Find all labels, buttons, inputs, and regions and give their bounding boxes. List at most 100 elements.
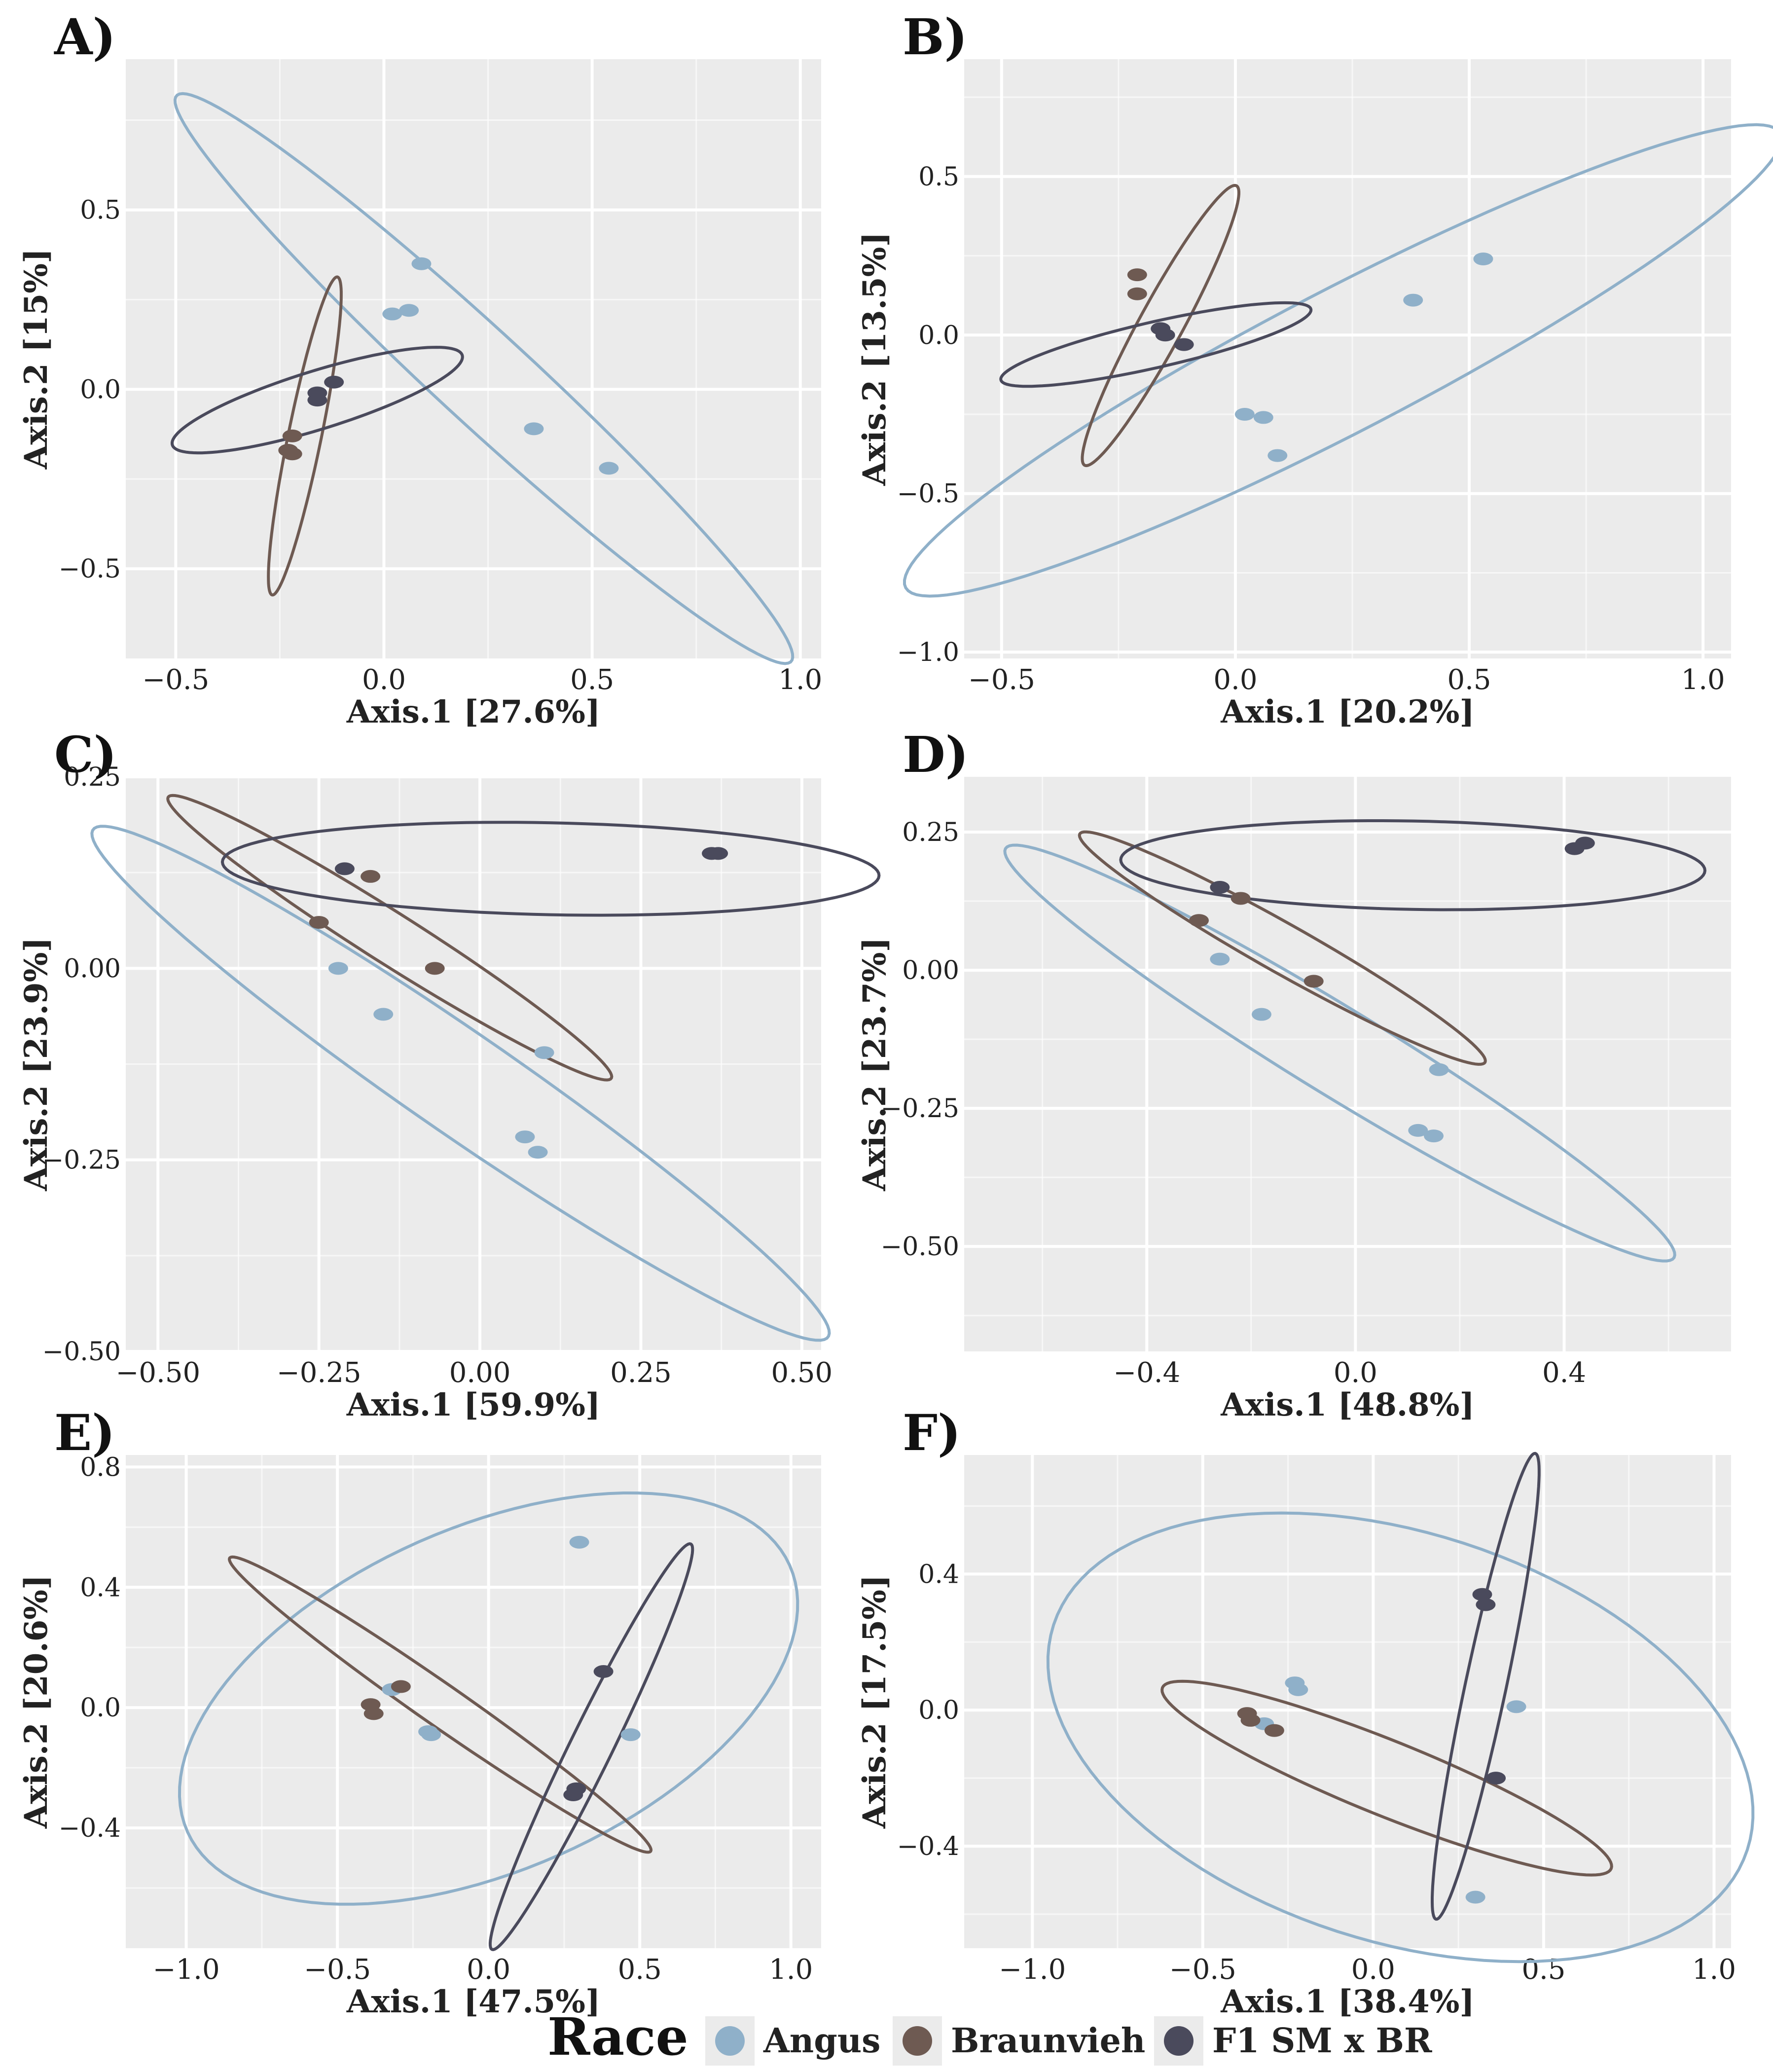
x-tick-label: 0.0 <box>1334 1357 1377 1389</box>
x-tick-label: 0.00 <box>449 1357 511 1389</box>
legend-label-f1: F1 SM x BR <box>1212 2021 1432 2061</box>
ellipse-angus <box>173 92 795 665</box>
legend-dot-f1-icon <box>1164 2026 1194 2056</box>
x-axis-title: Axis.1 [47.5%] <box>346 1983 601 2020</box>
y-tick-label: −0.4 <box>897 1832 959 1861</box>
point-angus <box>528 1146 548 1159</box>
x-tick-label: −0.25 <box>277 1357 362 1389</box>
point-braunvieh <box>1240 1713 1261 1727</box>
y-axis-title: Axis.2 [15%] <box>18 249 55 470</box>
legend: Race Angus Braunvieh F1 SM x BR <box>547 2011 1435 2066</box>
panel-label: C) <box>54 726 117 784</box>
y-tick-label: −0.5 <box>59 554 121 584</box>
y-axis-title: Axis.2 [20.6%] <box>18 1575 55 1829</box>
x-tick-label: −0.5 <box>1169 1954 1236 1986</box>
ellipse-braunvieh <box>1078 830 1487 1066</box>
x-axis-title: Axis.1 [20.2%] <box>1220 693 1475 730</box>
plot-background <box>964 777 1731 1351</box>
point-angus <box>1473 253 1493 265</box>
x-tick-label: 0.5 <box>1447 664 1491 696</box>
ellipse-f1-sm-x-br <box>1119 819 1707 911</box>
x-tick-label: 0.5 <box>570 664 614 696</box>
ellipse-braunvieh <box>1160 1679 1613 1877</box>
legend-label-angus: Angus <box>763 2021 881 2061</box>
ellipse-braunvieh <box>227 1555 653 1854</box>
x-tick-label: 0.0 <box>1351 1954 1395 1986</box>
point-angus <box>1429 1063 1449 1076</box>
x-tick-label: 0.5 <box>618 1954 662 1986</box>
point-angus <box>1210 952 1230 966</box>
y-axis-title: Axis.2 [13.5%] <box>856 232 893 486</box>
point-angus <box>1253 411 1273 424</box>
point-f1-sm-x-br <box>593 1665 614 1678</box>
panel-label: D) <box>903 726 969 784</box>
y-tick-label: 0.4 <box>80 1573 121 1602</box>
plot-background <box>964 1455 1731 1948</box>
y-tick-label: 0.25 <box>902 818 959 847</box>
panel-label: B) <box>903 8 968 66</box>
point-braunvieh <box>425 962 445 975</box>
ellipse-f1-sm-x-br <box>488 1542 694 1951</box>
legend-key-f1 <box>1154 2016 1203 2066</box>
point-angus <box>421 1728 441 1742</box>
y-tick-label: 0.4 <box>918 1560 959 1589</box>
x-axis-title: Axis.1 [48.8%] <box>1220 1386 1475 1423</box>
y-tick-label: −0.4 <box>59 1814 121 1843</box>
x-axis-title: Axis.1 [38.4%] <box>1220 1983 1475 2020</box>
point-f1-sm-x-br <box>1155 328 1175 342</box>
point-braunvieh <box>1189 914 1209 927</box>
panel-4: −0.4 0.0 0.4 −0.50 −0.25 0.00 0.25 Axis.1 [48.8… <box>856 726 1731 1423</box>
x-axis-title: Axis.1 [27.6%] <box>346 693 601 730</box>
legend-key-braunvieh <box>893 2016 942 2066</box>
x-tick-label: −0.4 <box>1113 1357 1180 1389</box>
point-f1-sm-x-br <box>324 375 344 389</box>
point-angus <box>1251 1008 1271 1021</box>
legend-label-braunvieh: Braunvieh <box>951 2021 1146 2061</box>
x-axis-title: Axis.1 [59.9%] <box>346 1386 601 1423</box>
legend-dot-angus-icon <box>715 2026 745 2056</box>
ellipse-f1-sm-x-br <box>999 301 1313 388</box>
y-axis-title: Axis.2 [23.7%] <box>856 937 893 1192</box>
legend-key-angus <box>705 2016 755 2066</box>
panel-5: −1.0 −0.5 0.0 0.5 1.0 −0.4 0.0 0.4 0.8 Axis.1 [47… <box>18 1404 821 2020</box>
point-braunvieh <box>1264 1724 1284 1737</box>
point-braunvieh <box>1127 268 1147 282</box>
ellipse-angus <box>90 825 831 1342</box>
y-tick-label: 0.5 <box>80 196 121 225</box>
x-tick-label: 1.0 <box>769 1954 813 1986</box>
ellipse-braunvieh <box>267 275 343 597</box>
point-angus <box>534 1046 554 1059</box>
point-braunvieh <box>363 1707 384 1720</box>
x-tick-label: −0.5 <box>142 664 209 696</box>
x-tick-label: 0.0 <box>1213 664 1257 696</box>
y-tick-label: 0.0 <box>918 321 959 350</box>
plot-background <box>126 59 821 658</box>
ellipse-f1-sm-x-br <box>1431 1452 1541 1921</box>
point-f1-sm-x-br <box>334 862 355 875</box>
point-angus <box>599 462 619 475</box>
y-tick-label: 0.0 <box>80 375 121 404</box>
point-f1-sm-x-br <box>307 394 327 407</box>
y-tick-label: 0.0 <box>80 1693 121 1723</box>
x-tick-label: −1.0 <box>999 1954 1066 1986</box>
x-tick-label: 0.0 <box>467 1954 510 1986</box>
x-tick-label: 1.0 <box>778 664 822 696</box>
y-tick-label: −1.0 <box>897 638 959 667</box>
point-angus <box>1506 1700 1526 1713</box>
panel-label: E) <box>54 1404 115 1462</box>
point-angus <box>1465 1890 1485 1904</box>
point-braunvieh <box>1127 287 1147 300</box>
point-angus <box>1288 1683 1308 1696</box>
point-angus <box>1408 1124 1428 1137</box>
point-f1-sm-x-br <box>708 847 728 860</box>
y-tick-label: 0.25 <box>64 763 121 792</box>
x-tick-label: 0.4 <box>1542 1357 1586 1389</box>
y-tick-label: −0.50 <box>881 1232 959 1262</box>
y-tick-label: −0.25 <box>42 1146 121 1175</box>
ellipse-angus <box>1003 843 1676 1263</box>
panel-label: A) <box>54 8 116 66</box>
point-braunvieh <box>1230 892 1251 905</box>
